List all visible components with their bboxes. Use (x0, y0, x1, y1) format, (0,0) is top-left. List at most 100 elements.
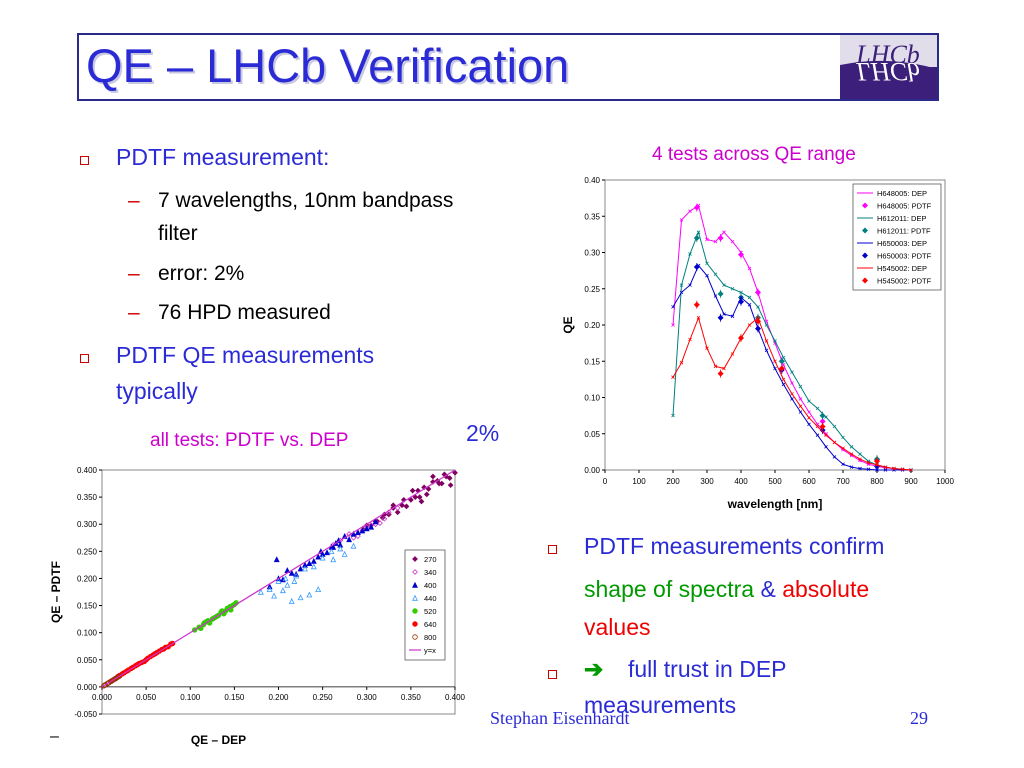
data-point (279, 587, 286, 594)
data-point (408, 496, 414, 503)
data-point (412, 581, 418, 588)
data-point (447, 482, 454, 489)
x-tick-label: 700 (836, 477, 850, 486)
legend-label: H650003: PDTF (877, 252, 932, 261)
x-tick-label: 0.250 (313, 693, 334, 702)
data-point (425, 486, 432, 492)
bullet-square (548, 541, 557, 559)
sub-dash: – (128, 301, 140, 324)
data-point (717, 370, 724, 377)
lhcb-logo: LHCb LHCb (840, 35, 937, 99)
x-axis-label: wavelength [nm] (727, 497, 823, 511)
data-point (409, 487, 416, 494)
data-point (832, 455, 837, 459)
bullet-confirm-line2: shape of spectra & absolute (584, 576, 869, 603)
footer-dash: – (50, 728, 59, 745)
bullet-square (80, 152, 89, 170)
legend-label: 640 (424, 620, 437, 629)
y-tick-label: 0.150 (77, 602, 98, 611)
data-point (713, 239, 718, 244)
data-point (798, 397, 803, 401)
series-line (101, 469, 456, 688)
data-point (319, 554, 326, 561)
data-point (866, 460, 871, 465)
footer-page-number: 29 (910, 708, 928, 728)
data-point (778, 358, 785, 365)
data-point (297, 565, 304, 572)
data-point (291, 577, 298, 584)
data-point (900, 467, 905, 472)
data-point (266, 586, 273, 592)
data-point (815, 433, 820, 437)
y-tick-label: 0.350 (77, 493, 98, 502)
bullet-measurements: measurements (584, 692, 737, 718)
data-point (858, 452, 862, 456)
data-point (849, 465, 854, 469)
data-point (773, 366, 777, 371)
data-point (693, 204, 700, 211)
data-point (688, 252, 692, 256)
caption-4-tests: 4 tests across QE range (652, 144, 856, 165)
data-point (436, 480, 442, 487)
data-point (717, 290, 724, 297)
data-point (284, 581, 291, 588)
data-point (858, 457, 862, 461)
data-point (883, 465, 888, 469)
data-point (394, 509, 401, 516)
data-point (271, 592, 278, 599)
data-point (849, 452, 854, 456)
legend-label: 520 (424, 607, 437, 616)
data-point (858, 466, 862, 471)
data-point (688, 283, 692, 287)
arrow-icon: ➔ (584, 656, 604, 682)
caption-all-tests: all tests: PDTF vs. DEP (150, 430, 353, 452)
data-point (756, 305, 760, 309)
data-point (350, 530, 357, 537)
title-frame (77, 33, 939, 101)
data-point (679, 290, 684, 295)
sub-filter: filter (158, 222, 198, 245)
legend-box (404, 549, 446, 661)
data-point (909, 468, 913, 472)
data-point (355, 533, 361, 540)
data-point (781, 355, 786, 360)
data-point (705, 273, 709, 278)
x-tick-label: 400 (734, 477, 748, 486)
y-axis-label: QE – PDTF (49, 561, 63, 623)
y-tick-label: 0.35 (584, 212, 600, 221)
data-point (790, 392, 794, 396)
y-tick-label: 0.30 (584, 249, 600, 258)
x-axis-label: QE – DEP (191, 733, 246, 747)
legend-label: 340 (424, 568, 437, 577)
data-point (257, 588, 264, 595)
data-point (693, 264, 700, 270)
data-point (416, 494, 423, 500)
data-point (116, 673, 123, 679)
x-tick-label: 200 (666, 477, 680, 486)
data-point (399, 502, 405, 509)
data-point (679, 283, 684, 287)
data-point (866, 467, 871, 472)
text-shape-of-spectra: shape of spectra (584, 576, 755, 602)
data-point (275, 577, 282, 584)
y-tick-label: 0.40 (584, 176, 600, 185)
sub-error: error: 2% (158, 262, 245, 285)
bullet-pdtf-measurement: PDTF measurement: (116, 144, 330, 170)
data-point (849, 445, 854, 449)
y-axis-label: QE (561, 316, 575, 333)
data-point (739, 290, 743, 295)
data-point (815, 424, 820, 429)
data-point (722, 230, 726, 234)
text-amp: & (760, 576, 776, 602)
x-tick-label: 0.400 (445, 693, 466, 702)
data-point (790, 381, 794, 385)
data-point (773, 339, 777, 343)
plot-area (101, 469, 456, 715)
data-point (381, 515, 388, 522)
data-point (330, 543, 337, 550)
data-point (394, 505, 401, 511)
x-tick-label: 0.150 (224, 693, 245, 702)
y-tick-label: -0.050 (74, 710, 97, 719)
data-point (747, 266, 752, 271)
data-point (368, 523, 375, 530)
